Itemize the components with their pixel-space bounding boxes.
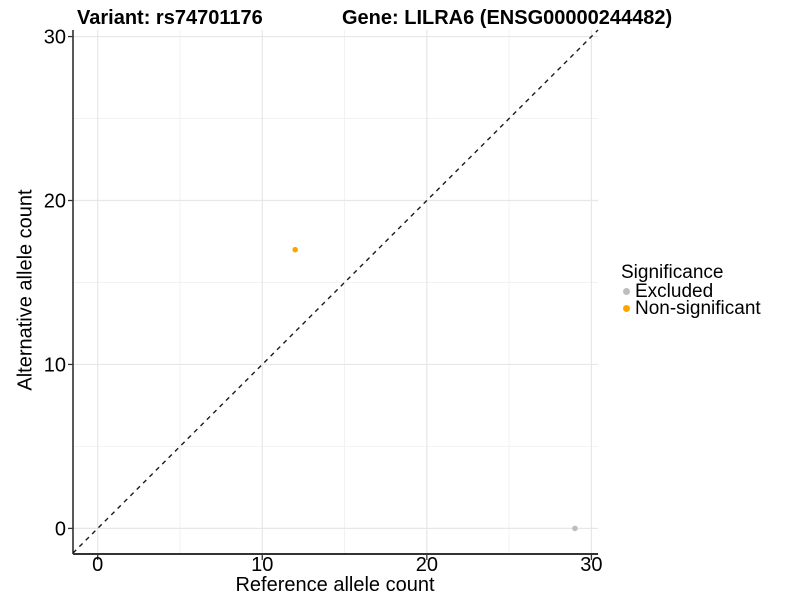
identity-line bbox=[72, 29, 599, 554]
y-axis-label: Alternative allele count bbox=[14, 189, 37, 391]
x-tick-label: 0 bbox=[92, 554, 103, 576]
y-tick-label: 10 bbox=[44, 354, 66, 376]
legend-item-label: Non-significant bbox=[635, 298, 761, 319]
y-tick-label: 30 bbox=[44, 27, 66, 49]
legend: Significance Excluded Non-significant bbox=[621, 262, 761, 319]
data-point-excluded bbox=[572, 525, 578, 532]
data-point-non-significant bbox=[292, 246, 298, 253]
legend-key-dot bbox=[623, 288, 630, 295]
plot-title-gene: Gene: LILRA6 (ENSG00000244482) bbox=[342, 7, 673, 29]
legend-key-dot bbox=[623, 305, 630, 312]
x-tick-label: 10 bbox=[251, 554, 273, 576]
x-tick-label: 20 bbox=[416, 554, 438, 576]
legend-item: Non-significant bbox=[621, 298, 761, 319]
legend-items: Excluded Non-significant bbox=[621, 281, 761, 319]
y-tick-label: 0 bbox=[55, 518, 66, 540]
legend-title: Significance bbox=[621, 262, 724, 283]
x-tick-label: 30 bbox=[580, 554, 602, 576]
x-axis-label: Reference allele count bbox=[235, 574, 435, 596]
legend-item: Excluded bbox=[621, 281, 761, 302]
y-tick-label: 20 bbox=[44, 191, 66, 213]
legend-item-label: Excluded bbox=[635, 281, 714, 302]
plot-title-variant: Variant: rs74701176 bbox=[77, 7, 263, 29]
